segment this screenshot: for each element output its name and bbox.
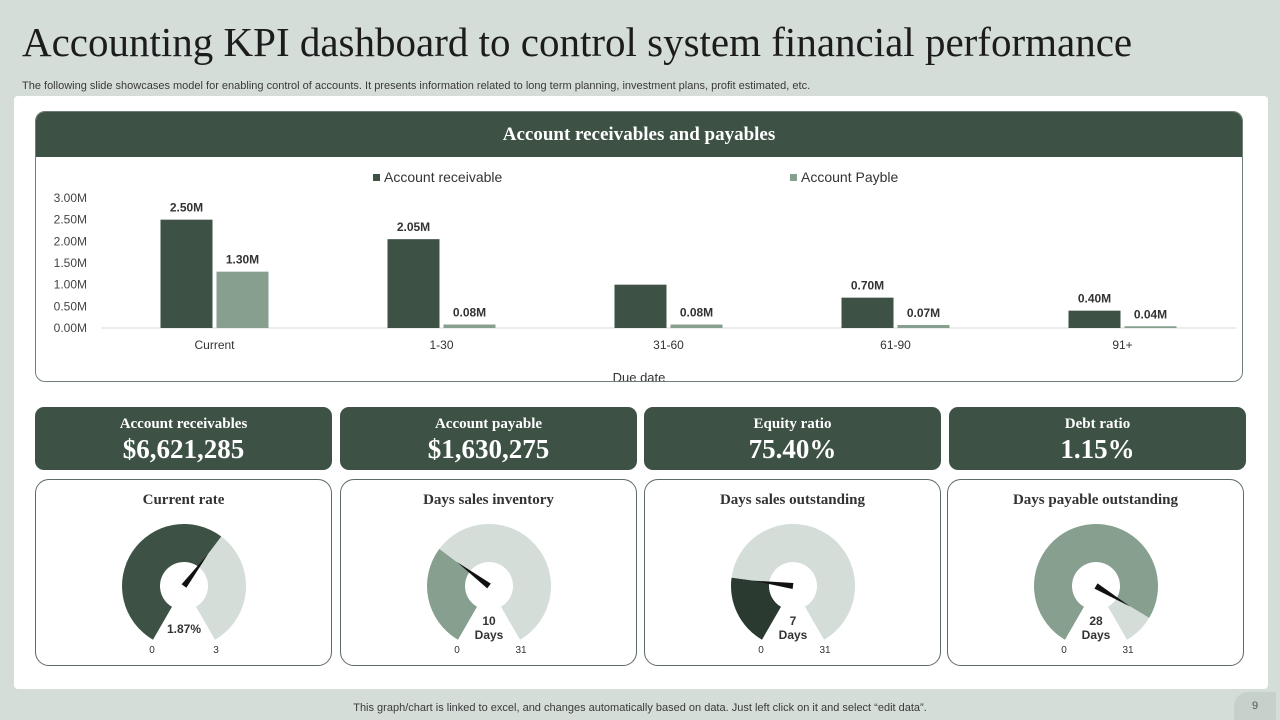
- gauge-value-label: 7: [790, 614, 797, 628]
- legend-label: Account Payble: [801, 169, 898, 185]
- gauge-card-days-sales-inventory: Days sales inventory 10 Days 0 31: [340, 479, 637, 666]
- gauge-remaining-arc: [439, 523, 551, 640]
- data-label: 2.50M: [170, 201, 203, 215]
- x-tick-label: 91+: [1112, 338, 1132, 352]
- y-tick-label: 2.00M: [54, 234, 87, 248]
- kpi-label: Account receivables: [119, 416, 248, 432]
- gauge-value-label: 28: [1089, 614, 1103, 628]
- gauge-needle: [181, 554, 209, 588]
- bar-chart-card: Account receivables and payables 0.00M 0.…: [35, 111, 1243, 382]
- data-label: 0.08M: [680, 306, 713, 320]
- y-tick-label: 2.50M: [54, 213, 87, 227]
- gauge-value-label: 1.87%: [167, 622, 201, 636]
- gauge-value-arc: [731, 577, 781, 640]
- gauge-chart: 1.87% 0 3: [121, 523, 246, 656]
- bar-chart-title: Account receivables and payables: [36, 112, 1242, 157]
- kpi-card-account-receivables: Account receivables $6,621,285: [35, 407, 332, 470]
- page-number: 9: [1234, 692, 1276, 720]
- bar-payable: [670, 324, 723, 328]
- gauge-title: Days payable outstanding: [1012, 492, 1179, 508]
- x-tick-label: 61-90: [880, 338, 911, 352]
- legend-swatch: [790, 174, 797, 181]
- gauge-unit-label: Days: [779, 628, 808, 642]
- x-tick-label: Current: [194, 338, 235, 352]
- gauge-max-label: 31: [515, 645, 527, 656]
- data-label: 0.08M: [453, 306, 486, 320]
- bar-payable: [1124, 326, 1177, 328]
- gauge-card-days-payable-outstanding: Days payable outstanding 28 Days 0 31: [947, 479, 1244, 666]
- gauge-needle: [456, 562, 491, 589]
- gauge-min-label: 0: [149, 645, 155, 656]
- gauge-title: Days sales outstanding: [719, 492, 866, 508]
- gauge-value-label: 10: [482, 614, 496, 628]
- legend-label: Account receivable: [384, 169, 503, 185]
- gauge-remaining-arc: [1108, 598, 1150, 640]
- data-label: 1.30M: [226, 253, 259, 267]
- kpi-value: $6,621,285: [122, 434, 245, 464]
- data-label: 0.07M: [907, 306, 940, 320]
- gauge-title: Days sales inventory: [423, 492, 554, 508]
- kpi-label: Debt ratio: [1064, 416, 1131, 432]
- gauge-min-label: 0: [758, 645, 764, 656]
- gauge-value-arc: [121, 523, 222, 640]
- bar-receivable: [160, 219, 213, 328]
- gauge-min-label: 0: [454, 645, 460, 656]
- gauge-value-arc: [427, 548, 477, 640]
- kpi-value: 75.40%: [748, 434, 837, 464]
- kpi-value: 1.15%: [1060, 434, 1135, 464]
- bar-receivable: [1068, 310, 1121, 328]
- data-label: 0.40M: [1078, 292, 1111, 306]
- bar-receivable: [387, 239, 440, 328]
- x-tick-label: 1-30: [429, 338, 453, 352]
- legend-swatch: [373, 174, 380, 181]
- gauge-title: Current rate: [142, 492, 225, 508]
- gauge-needle: [1094, 583, 1131, 607]
- gauge-needle: [753, 580, 794, 589]
- bar-payable: [216, 271, 269, 328]
- kpi-card-debt-ratio: Debt ratio 1.15%: [949, 407, 1246, 470]
- kpi-card-equity-ratio: Equity ratio 75.40%: [644, 407, 941, 470]
- gauge-max-label: 31: [819, 645, 831, 656]
- y-tick-label: 0.00M: [54, 321, 87, 335]
- x-tick-label: 31-60: [653, 338, 684, 352]
- kpi-label: Account payable: [434, 416, 543, 432]
- kpi-label: Equity ratio: [753, 416, 832, 432]
- bar-chart: 0.00M 0.50M 1.00M 1.50M 2.00M 2.50M 3.00M 2.50M…: [54, 169, 1236, 382]
- page-title: Accounting KPI dashboard to control syst…: [22, 19, 1133, 65]
- page-subtitle: The following slide showcases model for …: [22, 80, 811, 92]
- gauge-remaining-arc: [731, 524, 855, 640]
- y-tick-label: 0.50M: [54, 299, 87, 313]
- y-tick-label: 1.00M: [54, 278, 87, 292]
- gauge-min-label: 0: [1061, 645, 1067, 656]
- gauge-value-arc: [1034, 524, 1158, 640]
- gauge-card-current-rate: Current rate 1.87% 0 3: [35, 479, 332, 666]
- bar-payable: [897, 324, 950, 328]
- gauge-unit-label: Days: [1082, 628, 1111, 642]
- gauge-remaining-arc: [196, 536, 246, 640]
- bar-payable: [443, 324, 496, 328]
- gauge-unit-label: Days: [475, 628, 504, 642]
- y-tick-label: 3.00M: [54, 191, 87, 205]
- y-tick-label: 1.50M: [54, 256, 87, 270]
- gauge-max-label: 3: [213, 645, 219, 656]
- kpi-value: $1,630,275: [427, 434, 550, 464]
- data-label: 2.05M: [397, 220, 430, 234]
- gauge-card-days-sales-outstanding: Days sales outstanding 7 Days 0 31: [644, 479, 941, 666]
- data-label: 0.70M: [851, 279, 884, 293]
- x-axis-title: Due date: [613, 370, 666, 382]
- kpi-card-account-payable: Account payable $1,630,275: [340, 407, 637, 470]
- footer-note: This graph/chart is linked to excel, and…: [353, 702, 927, 714]
- bar-receivable: [841, 297, 894, 328]
- data-label: 0.04M: [1134, 307, 1167, 321]
- gauge-max-label: 31: [1122, 645, 1134, 656]
- bar-receivable: [614, 284, 667, 328]
